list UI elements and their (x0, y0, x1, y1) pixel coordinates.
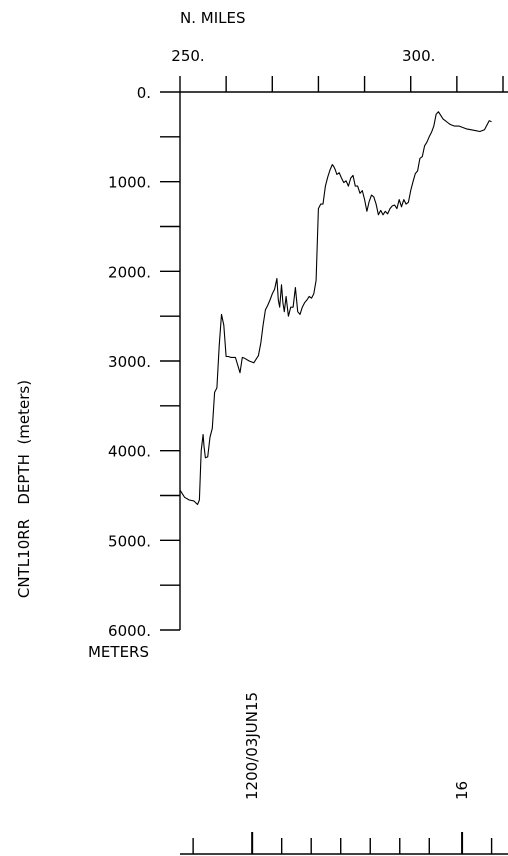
x-tick-labels: 250. 300. (171, 47, 435, 65)
series-layer (179, 111, 492, 506)
y-axis-title: CNTL10RR DEPTH (meters) (15, 380, 33, 598)
y-tick-label: 1000. (108, 174, 151, 192)
y-tick-labels: 0. 1000. 2000. 3000. 4000. 5000. 6000. (108, 84, 151, 640)
y-tick-label: 0. (137, 84, 151, 102)
y-tick-label: 6000. (108, 622, 151, 640)
y-tick-label: 3000. (108, 353, 151, 371)
y-tick-label: 4000. (108, 443, 151, 461)
time-axis: 1200/03JUN15 16 (180, 692, 508, 855)
x-tick-label: 300. (402, 47, 435, 65)
series-line (179, 111, 492, 506)
time-label: 16 (453, 781, 471, 800)
top-x-axis (179, 76, 508, 93)
x-tick-label: 250. (171, 47, 204, 65)
y-tick-label: 5000. (108, 532, 151, 550)
y-unit-label: METERS (88, 643, 149, 661)
y-tick-label: 2000. (108, 263, 151, 281)
x-axis-title: N. MILES (180, 9, 245, 27)
left-y-axis (160, 91, 181, 631)
time-label: 1200/03JUN15 (243, 692, 261, 800)
